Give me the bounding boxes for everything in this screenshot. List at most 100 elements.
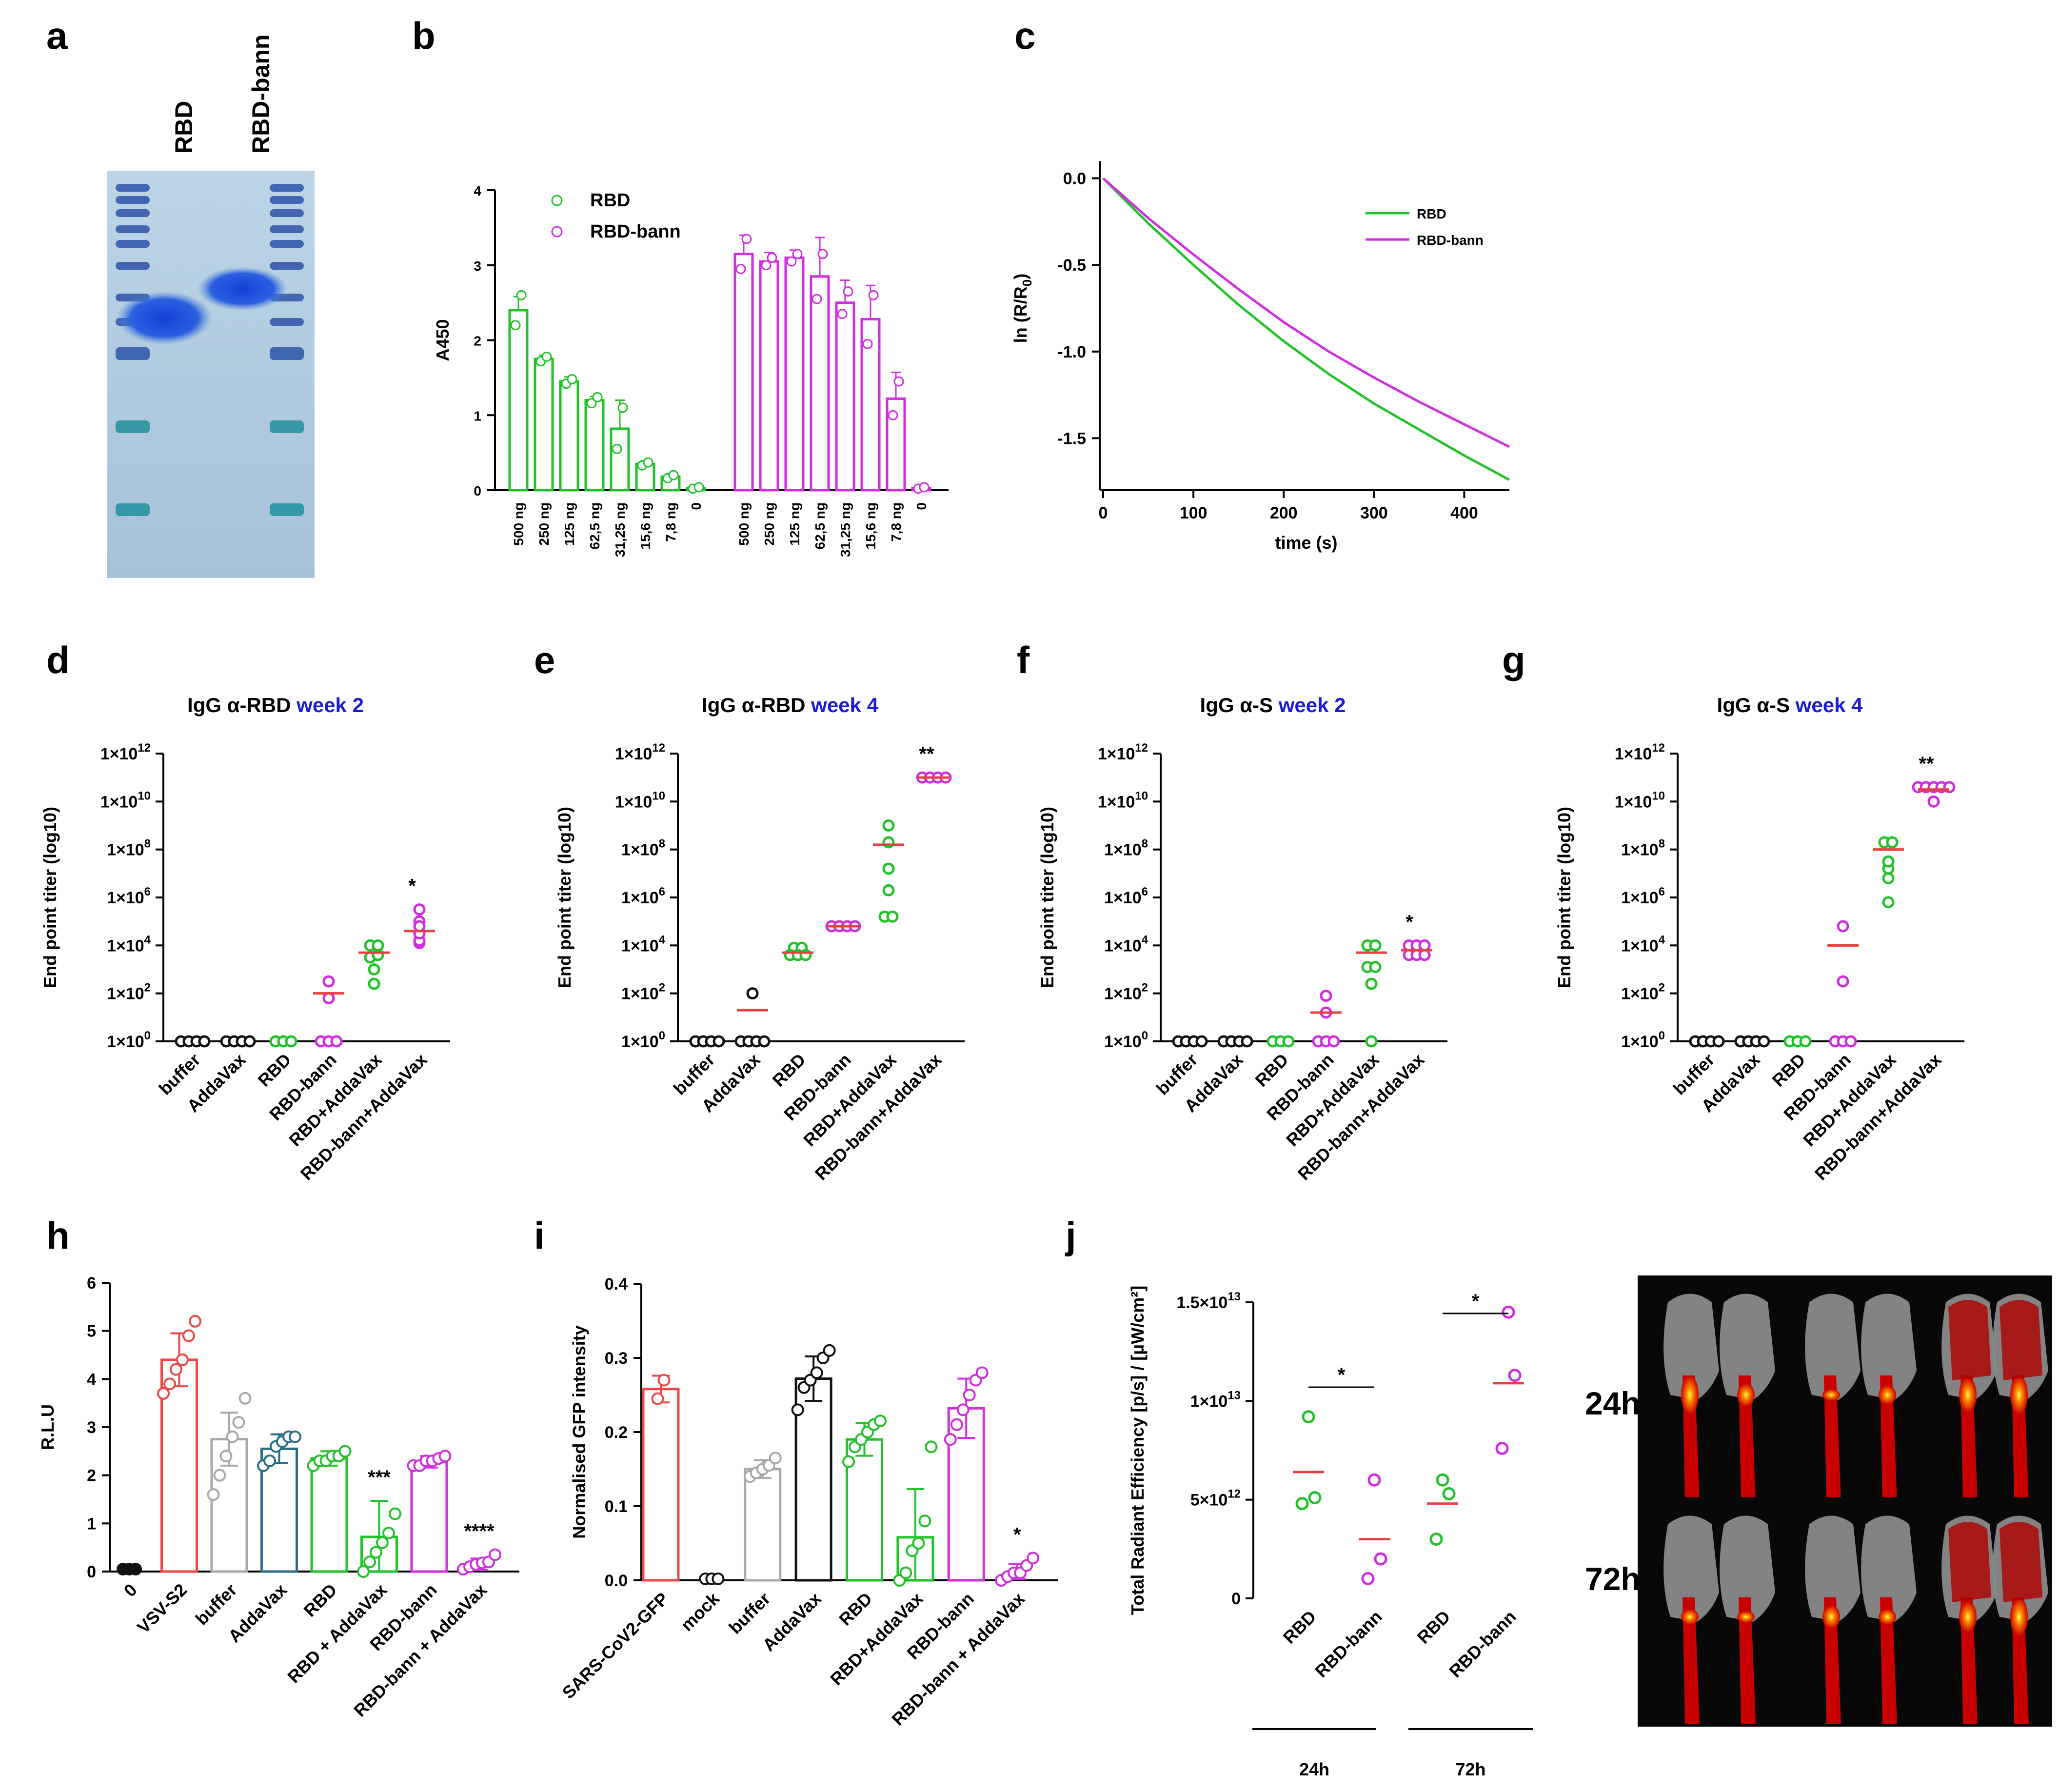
data-point	[693, 482, 704, 493]
x-tick-label: 62,5 ng	[587, 502, 602, 549]
y-tick-label-exp: 0	[659, 1029, 665, 1042]
y-tick-label: 1×1010	[615, 789, 665, 811]
y-tick-label-exp: 0	[1142, 1029, 1148, 1042]
image-label-72h: 72h	[1585, 1561, 1641, 1597]
data-point	[176, 1353, 189, 1366]
organ-signal	[2000, 1300, 2042, 1380]
panel-g-chart: IgG α-S week 41×10121×10101×1081×1061×10…	[1554, 694, 1964, 1184]
y-tick-label-exp: 8	[1659, 837, 1665, 851]
panel-d-chart: IgG α-RBD week 21×10121×10101×1081×1061×…	[40, 694, 450, 1184]
data-point	[368, 977, 380, 990]
y-tick-label-base: 1×10	[107, 936, 144, 955]
y-tick-label: 3	[87, 1418, 96, 1437]
tube-signal	[1739, 1597, 1756, 1724]
y-tick-label-exp: 6	[659, 885, 665, 898]
y-tick-label: 6	[87, 1274, 96, 1293]
data-point	[1758, 1035, 1770, 1048]
panel-letters: a b c d e f g h i j	[46, 14, 1525, 1257]
significance-marker: *	[1472, 1291, 1480, 1312]
data-point	[1302, 1410, 1315, 1424]
data-point	[1436, 1473, 1449, 1487]
ladder-band	[116, 420, 150, 433]
data-point	[918, 1514, 931, 1528]
y-tick-label: 1×108	[621, 837, 665, 859]
data-point	[592, 392, 603, 402]
ladder-band	[116, 196, 150, 204]
y-tick-label: -1.0	[1057, 343, 1086, 361]
data-point	[843, 286, 853, 297]
panel-letter-i: i	[534, 1214, 545, 1257]
data-point	[1882, 872, 1895, 885]
x-category-label: RBD	[300, 1580, 341, 1621]
y-tick-label-base: 1×10	[107, 985, 144, 1003]
y-tick-label-exp: 8	[659, 837, 665, 851]
y-tick-label-exp: 4	[659, 933, 666, 946]
panel-letter-f: f	[1017, 638, 1030, 681]
data-point	[956, 1403, 970, 1416]
y-tick-label-exp: 10	[138, 789, 151, 802]
signal-hotspot	[1879, 1385, 1896, 1405]
bar	[610, 427, 630, 492]
data-point	[919, 482, 930, 493]
organ-shape	[1663, 1515, 1719, 1622]
y-tick-label-base: 1×10	[107, 889, 144, 907]
y-tick-label: 1×1010	[1098, 789, 1148, 811]
y-tick-label-exp: 2	[1659, 981, 1665, 995]
data-point	[713, 1035, 725, 1048]
bar	[733, 253, 754, 492]
y-tick-label: -0.5	[1057, 256, 1086, 275]
x-tick-label: 15,6 ng	[863, 502, 878, 549]
y-tick-label: 1×1010	[1615, 789, 1665, 811]
data-point	[862, 338, 873, 349]
y-tick-label-base: 1×10	[1104, 936, 1142, 955]
organ-shape	[1805, 1515, 1861, 1622]
y-tick-label: 1×106	[621, 885, 665, 907]
y-tick-label: 5×1012	[1190, 1488, 1241, 1510]
y-tick-label: 1×104	[1104, 933, 1148, 955]
x-tick-label: 125 ng	[787, 502, 802, 546]
significance-marker: *	[1013, 1524, 1021, 1545]
data-point	[263, 1454, 276, 1468]
bar	[584, 399, 605, 492]
significance-marker: **	[1919, 753, 1934, 775]
y-tick-label-exp: 12	[1227, 1488, 1241, 1501]
y-tick-label-base: 1×10	[1621, 936, 1659, 955]
tube-signal	[1824, 1597, 1841, 1724]
significance-marker: *	[1338, 1364, 1346, 1386]
panel-title-week: week 2	[296, 694, 364, 717]
bar	[784, 256, 805, 492]
band-rbd	[117, 291, 212, 345]
signal-hotspot	[1737, 1383, 1755, 1407]
panel-title-week: week 4	[1795, 694, 1863, 717]
y-tick-label: 0.2	[605, 1423, 628, 1442]
data-point	[1320, 990, 1332, 1002]
panel-title-week: week 2	[1278, 694, 1346, 717]
significance-marker: ***	[368, 1467, 391, 1488]
y-tick-label-base: 5×10	[1190, 1491, 1228, 1510]
y-tick-label: 1×104	[621, 933, 666, 955]
data-point	[1837, 975, 1849, 988]
legend-marker	[551, 226, 563, 238]
y-tick-label: 2	[87, 1467, 96, 1485]
tube-signal	[1824, 1375, 1841, 1502]
data-point	[372, 939, 384, 952]
data-point	[370, 1546, 382, 1559]
bar	[410, 1460, 448, 1573]
y-tick-label: 1×108	[1621, 837, 1665, 859]
data-point	[389, 1507, 401, 1520]
y-tick-label: 0.0	[605, 1572, 628, 1590]
x-category-label: RBD	[1251, 1050, 1292, 1091]
data-point	[1882, 855, 1895, 868]
data-point	[767, 252, 777, 263]
lane-label-rbd-bann: RBD-bann	[247, 35, 275, 154]
y-tick-label: 1×1012	[1615, 741, 1665, 763]
y-tick-label-exp: 6	[1142, 885, 1148, 898]
data-point	[769, 1452, 782, 1465]
y-tick-label-exp: 4	[1659, 933, 1665, 946]
significance-marker: *	[408, 876, 416, 897]
data-point	[712, 1572, 725, 1585]
y-tick-label: 1×106	[1104, 885, 1148, 907]
y-axis-label: End point titer (log10)	[554, 807, 574, 988]
data-point	[963, 1389, 976, 1401]
